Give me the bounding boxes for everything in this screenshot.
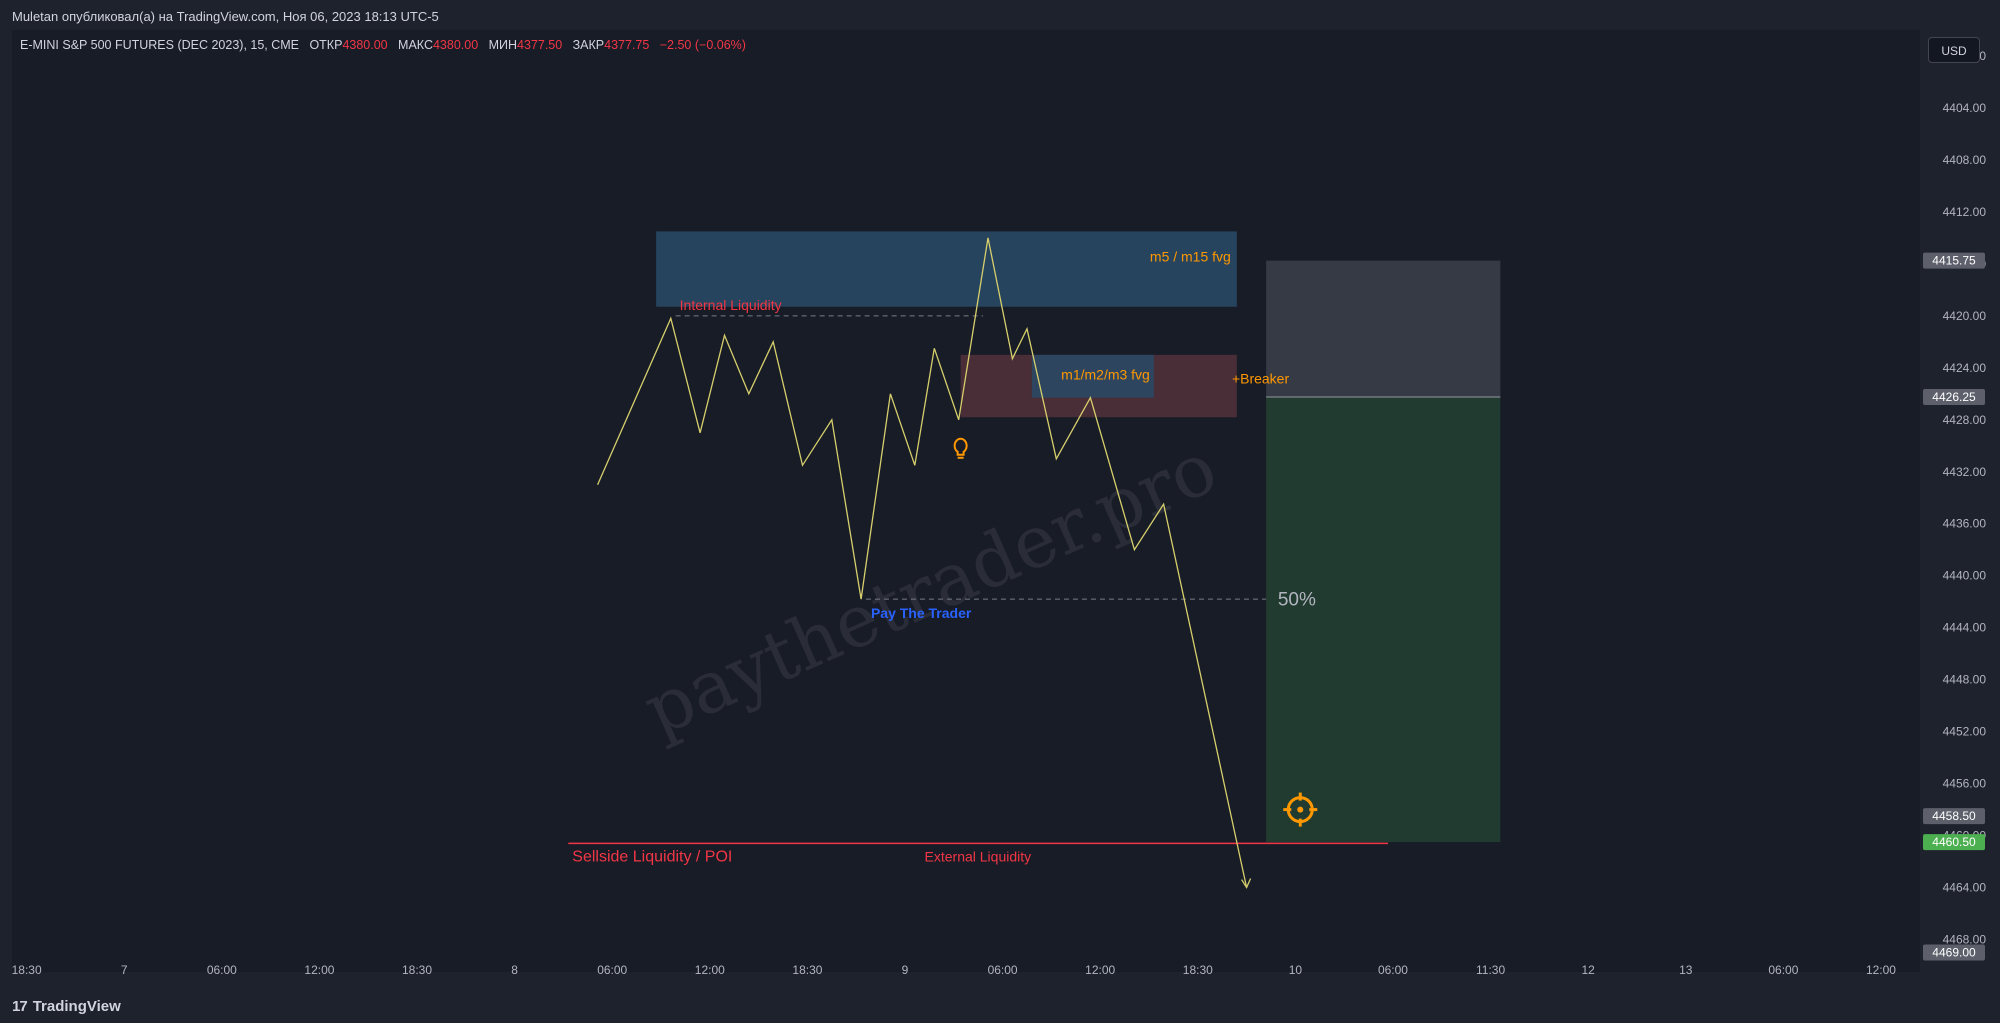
high-label: МАКС: [398, 38, 433, 52]
currency-button[interactable]: USD: [1928, 37, 1980, 63]
price-badge-label-2: 4458.50: [1932, 809, 1976, 823]
time-tick-label: 06:00: [597, 963, 627, 977]
open-value: 4380.00: [342, 38, 388, 52]
price-badge-label-0: 4415.75: [1932, 254, 1976, 268]
zone-rect-0: [656, 231, 1237, 307]
close-label: ЗАКР: [572, 38, 605, 52]
low-value: 4377.50: [517, 38, 563, 52]
tradingview-logo[interactable]: 17 TradingView: [12, 998, 121, 1015]
time-tick-label: 10: [1289, 963, 1303, 977]
projected-price-path: [597, 237, 1248, 888]
published-text: Muletan опубликовал(а) на TradingView.co…: [12, 9, 439, 24]
price-tick-label: 4464.00: [1943, 881, 1987, 895]
time-tick-label: 13: [1679, 963, 1693, 977]
tradingview-brand: TradingView: [32, 998, 121, 1015]
price-badge-3: [1923, 834, 1985, 851]
price-badge-label-4: 4469.00: [1932, 946, 1976, 960]
time-tick-label: 9: [902, 963, 909, 977]
time-tick-label: 06:00: [1768, 963, 1798, 977]
price-badge-label-3: 4460.50: [1932, 835, 1976, 849]
annotation-text-2: External Liquidity: [925, 849, 1032, 865]
time-tick-label: 18:30: [1183, 963, 1213, 977]
zone-rect-4: [1266, 397, 1501, 843]
price-tick-label: 4428.00: [1943, 413, 1987, 427]
time-tick-label: 12:00: [1866, 963, 1896, 977]
change-value: −2.50 (−0.06%): [659, 38, 746, 52]
price-axis-canvas[interactable]: 4400.004404.004408.004412.004416.004420.…: [1920, 30, 2000, 972]
price-tick-label: 4432.00: [1943, 465, 1987, 479]
time-tick-label: 12:00: [695, 963, 725, 977]
price-tick-label: 4456.00: [1943, 777, 1987, 791]
time-tick-label: 06:00: [1378, 963, 1408, 977]
tradingview-logo-icon: 17: [12, 998, 28, 1015]
price-tick-label: 4404.00: [1943, 101, 1987, 115]
price-tick-label: 4412.00: [1943, 205, 1987, 219]
time-tick-label: 18:30: [12, 963, 42, 977]
price-tick-label: 4436.00: [1943, 517, 1987, 531]
price-tick-label: 4408.00: [1943, 153, 1987, 167]
price-badge-label-1: 4426.25: [1932, 390, 1976, 404]
time-tick-label: 06:00: [207, 963, 237, 977]
footer-bar: 17 TradingView: [0, 990, 2000, 1023]
fvg-m1-m2-m3-label: m1/m2/m3 fvg: [1061, 367, 1150, 383]
chart-pane[interactable]: paythetrader.pro m5 / m15 fvg m1/m2/m3 fvg…: [12, 30, 1920, 972]
chart-canvas[interactable]: paythetrader.pro m5 / m15 fvg m1/m2/m3 fvg…: [12, 30, 1920, 972]
published-header: Muletan опубликовал(а) на TradingView.co…: [0, 0, 2000, 30]
sellside-liquidity-label: Sellside Liquidity / POI: [572, 848, 732, 865]
time-tick-label: 8: [511, 963, 518, 977]
lightbulb-icon: [953, 437, 968, 456]
price-tick-label: 4468.00: [1943, 933, 1987, 947]
price-tick-label: 4452.00: [1943, 725, 1987, 739]
low-label: МИН: [488, 38, 518, 52]
price-tick-label: 4420.00: [1943, 309, 1987, 323]
annotation-text-0: +Breaker: [1232, 370, 1290, 386]
price-badge-2: [1923, 808, 1985, 825]
high-value: 4380.00: [432, 38, 479, 52]
time-axis-canvas[interactable]: 18:30 7 06:00 12:00 18:30 8 06:00 12:00 18:30 9 06…: [0, 950, 1920, 990]
crosshair-target-center: [1297, 806, 1304, 813]
open-label: ОТКР: [309, 38, 343, 52]
time-tick-label: 18:30: [402, 963, 432, 977]
price-tick-label: 4444.00: [1943, 621, 1987, 635]
price-badge-4: [1923, 944, 1985, 961]
price-tick-label: 4424.00: [1943, 361, 1987, 375]
annotation-text-1: 50%: [1278, 590, 1316, 611]
time-tick-label: 11:30: [1476, 963, 1505, 977]
symbol-info-legend: E-MINI S&P 500 FUTURES (DEC 2023), 15, C…: [20, 38, 746, 52]
time-tick-label: 12: [1581, 963, 1595, 977]
fvg-m5-m15-label: m5 / m15 fvg: [1150, 248, 1231, 264]
time-tick-label: 12:00: [1085, 963, 1115, 977]
price-axis[interactable]: 4400.004404.004408.004412.004416.004420.…: [1920, 30, 2000, 972]
price-badge-1: [1923, 389, 1985, 406]
internal-liquidity-label: Internal Liquidity: [680, 297, 782, 313]
price-badge-0: [1923, 252, 1985, 269]
path-arrowhead: [1241, 878, 1252, 889]
price-tick-label: 4440.00: [1943, 569, 1987, 583]
price-tick-label: 4448.00: [1943, 673, 1987, 687]
zone-rect-3: [1266, 260, 1501, 398]
symbol-name[interactable]: E-MINI S&P 500 FUTURES (DEC 2023), 15, C…: [20, 38, 300, 52]
pay-the-trader-label: Pay The Trader: [871, 605, 972, 621]
time-tick-label: 18:30: [792, 963, 822, 977]
close-value: 4377.75: [604, 38, 650, 52]
watermark-text: paythetrader.pro: [632, 425, 1229, 752]
zone-rect-2: [1031, 354, 1154, 398]
time-axis[interactable]: 18:30 7 06:00 12:00 18:30 8 06:00 12:00 18:30 9 06…: [0, 950, 1920, 990]
time-tick-label: 06:00: [988, 963, 1018, 977]
time-tick-label: 7: [121, 963, 128, 977]
time-tick-label: 12:00: [304, 963, 334, 977]
